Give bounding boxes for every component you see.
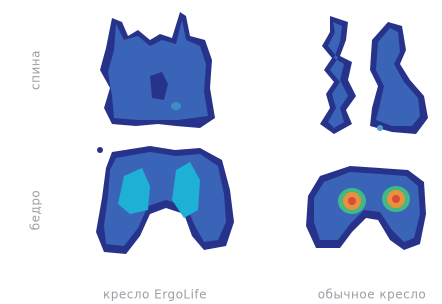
- pressure-map: [100, 12, 215, 128]
- pressure-map-comparison: спина бедро кресло ErgoLife обычное крес: [0, 0, 442, 304]
- pressure-map: [96, 146, 234, 254]
- column-label: кресло ErgoLife: [103, 288, 207, 302]
- pressure-map: [320, 16, 428, 134]
- column-label: обычное кресло: [318, 288, 427, 302]
- pressure-map: [306, 166, 426, 250]
- row-label: спина: [29, 50, 43, 90]
- page: спина бедро кресло ErgoLife обычное крес: [0, 0, 442, 304]
- row-label: бедро: [29, 190, 43, 231]
